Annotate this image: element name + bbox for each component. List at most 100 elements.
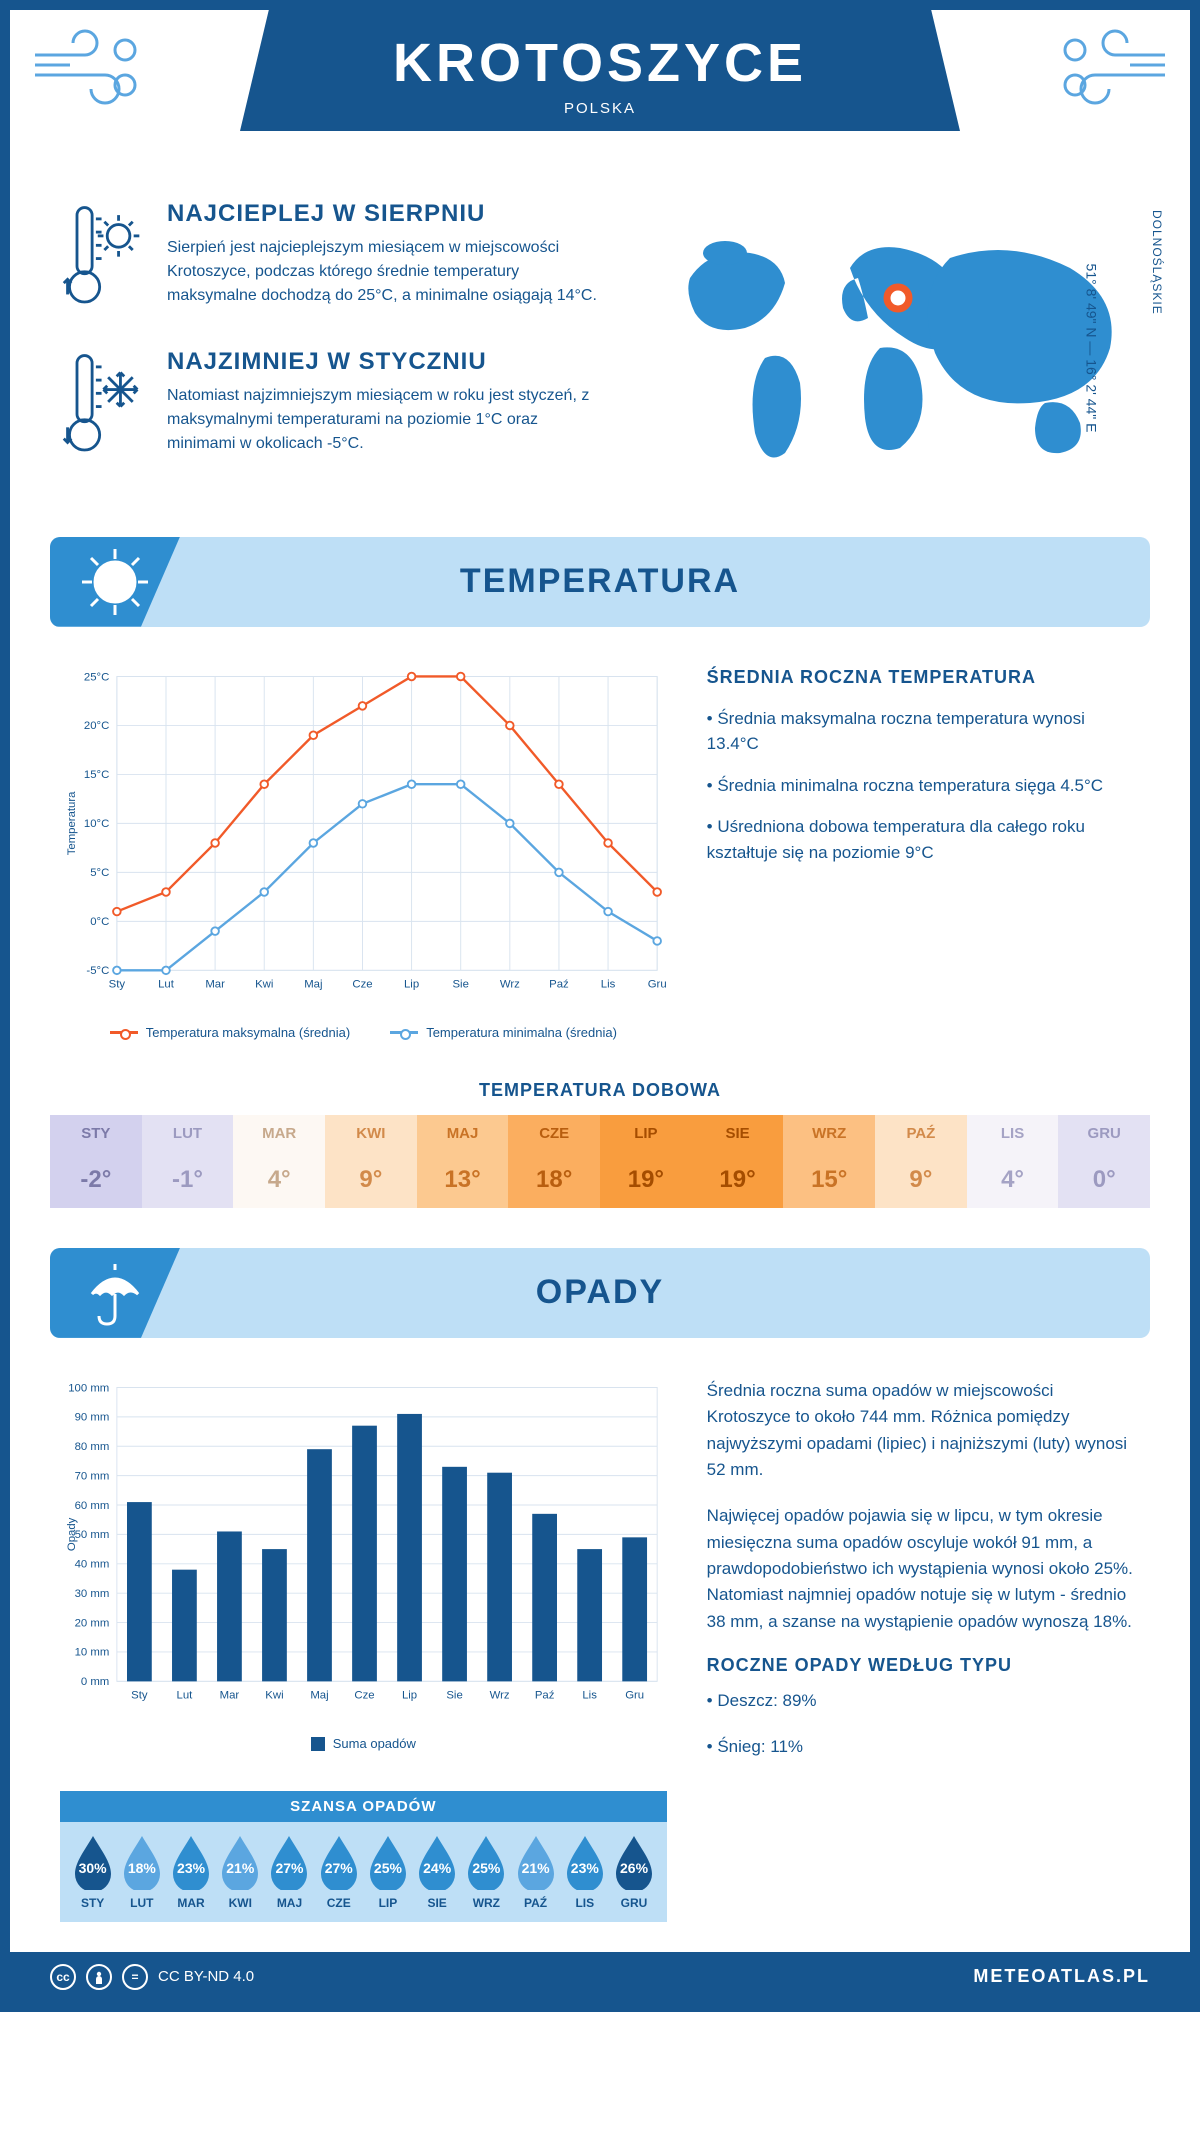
temp-bullet-2: • Uśredniona dobowa temperatura dla całe… xyxy=(707,814,1140,865)
legend-max: Temperatura maksymalna (średnia) xyxy=(110,1025,350,1040)
svg-text:0°C: 0°C xyxy=(90,916,109,928)
svg-text:Wrz: Wrz xyxy=(500,978,520,990)
daily-temp-title: TEMPERATURA DOBOWA xyxy=(10,1080,1190,1101)
legend-precip: Suma opadów xyxy=(311,1736,416,1751)
fact-cold-title: NAJZIMNIEJ W STYCZNIU xyxy=(167,348,610,376)
svg-text:Mar: Mar xyxy=(220,1689,240,1701)
svg-text:Opady: Opady xyxy=(66,1517,78,1551)
svg-text:-5°C: -5°C xyxy=(86,965,109,977)
section-header-precip: OPADY xyxy=(50,1248,1150,1338)
fact-warm-text: Sierpień jest najcieplejszym miesiącem w… xyxy=(167,236,610,308)
daily-cell: MAJ 13° xyxy=(417,1115,509,1208)
svg-text:80 mm: 80 mm xyxy=(75,1441,110,1453)
section-header-temperature: TEMPERATURA xyxy=(50,537,1150,627)
license-text: CC BY-ND 4.0 xyxy=(158,1968,254,1985)
precip-chance-panel: SZANSA OPADÓW 30% STY 18% LUT 23% MAR 21… xyxy=(60,1791,667,1922)
chance-cell: 27% MAJ xyxy=(265,1834,314,1910)
svg-text:Maj: Maj xyxy=(304,978,322,990)
svg-text:Cze: Cze xyxy=(354,1689,374,1701)
svg-text:100 mm: 100 mm xyxy=(68,1382,109,1394)
daily-cell: CZE 18° xyxy=(508,1115,600,1208)
svg-text:Sty: Sty xyxy=(109,978,126,990)
daily-cell: LIP 19° xyxy=(600,1115,692,1208)
legend-min: Temperatura minimalna (średnia) xyxy=(390,1025,617,1040)
svg-text:Lut: Lut xyxy=(158,978,175,990)
daily-cell: SIE 19° xyxy=(692,1115,784,1208)
svg-text:Lut: Lut xyxy=(177,1689,194,1701)
temp-bullet-1: • Średnia minimalna roczna temperatura s… xyxy=(707,773,1140,799)
section-title-temperature: TEMPERATURA xyxy=(460,562,740,601)
svg-text:60 mm: 60 mm xyxy=(75,1500,110,1512)
fact-warmest: NAJCIEPLEJ W SIERPNIU Sierpień jest najc… xyxy=(60,200,610,318)
svg-text:30 mm: 30 mm xyxy=(75,1588,110,1600)
svg-text:Sie: Sie xyxy=(452,978,468,990)
svg-text:Mar: Mar xyxy=(205,978,225,990)
svg-text:10 mm: 10 mm xyxy=(75,1647,110,1659)
region-label: DOLNOŚLĄSKIE xyxy=(1150,210,1164,315)
chance-cell: 23% LIS xyxy=(560,1834,609,1910)
precip-bar-chart: 0 mm10 mm20 mm30 mm40 mm50 mm60 mm70 mm8… xyxy=(60,1378,667,1781)
daily-cell: STY -2° xyxy=(50,1115,142,1208)
nd-icon: = xyxy=(122,1964,148,1990)
svg-text:Paź: Paź xyxy=(535,1689,555,1701)
svg-text:0 mm: 0 mm xyxy=(81,1676,109,1688)
svg-text:5°C: 5°C xyxy=(90,867,109,879)
daily-cell: WRZ 15° xyxy=(783,1115,875,1208)
svg-text:Lip: Lip xyxy=(402,1689,417,1701)
daily-cell: PAŹ 9° xyxy=(875,1115,967,1208)
svg-text:10°C: 10°C xyxy=(84,818,109,830)
fact-warm-title: NAJCIEPLEJ W SIERPNIU xyxy=(167,200,610,228)
precip-type-1: • Śnieg: 11% xyxy=(707,1734,1140,1760)
thermometer-snow-icon xyxy=(60,348,145,466)
svg-text:Lis: Lis xyxy=(601,978,616,990)
precip-type-title: ROCZNE OPADY WEDŁUG TYPU xyxy=(707,1655,1140,1676)
svg-text:Temperatura: Temperatura xyxy=(66,791,78,855)
chance-cell: 23% MAR xyxy=(166,1834,215,1910)
svg-text:90 mm: 90 mm xyxy=(75,1412,110,1424)
section-title-precip: OPADY xyxy=(536,1273,664,1312)
svg-text:50 mm: 50 mm xyxy=(75,1529,110,1541)
svg-text:Cze: Cze xyxy=(352,978,372,990)
thermometer-sun-icon xyxy=(60,200,145,318)
svg-text:Gru: Gru xyxy=(648,978,667,990)
precip-p1: Średnia roczna suma opadów w miejscowośc… xyxy=(707,1378,1140,1483)
chance-cell: 25% LIP xyxy=(363,1834,412,1910)
cc-icon: cc xyxy=(50,1964,76,1990)
svg-text:70 mm: 70 mm xyxy=(75,1470,110,1482)
temperature-info: ŚREDNIA ROCZNA TEMPERATURA • Średnia mak… xyxy=(707,667,1140,1040)
precip-type-0: • Deszcz: 89% xyxy=(707,1688,1140,1714)
svg-text:20°C: 20°C xyxy=(84,720,109,732)
temperature-line-chart: -5°C 0°C 5°C 10°C 15°C 20°C 25°C Sty Lut Mar Kwi Ma… xyxy=(60,667,667,1040)
by-icon xyxy=(86,1964,112,1990)
fact-cold-text: Natomiast najzimniejszym miesiącem w rok… xyxy=(167,384,610,456)
license: cc = CC BY-ND 4.0 xyxy=(50,1964,254,1990)
svg-text:Paź: Paź xyxy=(549,978,569,990)
svg-text:Sty: Sty xyxy=(131,1689,148,1701)
title-banner: KROTOSZYCE POLSKA xyxy=(240,10,960,131)
coordinates: 51° 8' 49" N — 16° 2' 44" E xyxy=(1084,264,1100,433)
chance-cell: 26% GRU xyxy=(609,1834,658,1910)
intro-section: NAJCIEPLEJ W SIERPNIU Sierpień jest najc… xyxy=(10,190,1190,527)
chance-cell: 21% KWI xyxy=(216,1834,265,1910)
chance-cell: 24% SIE xyxy=(413,1834,462,1910)
temp-info-title: ŚREDNIA ROCZNA TEMPERATURA xyxy=(707,667,1140,688)
fact-coldest: NAJZIMNIEJ W STYCZNIU Natomiast najzimni… xyxy=(60,348,610,466)
world-map xyxy=(650,218,1130,478)
chance-cell: 25% WRZ xyxy=(462,1834,511,1910)
svg-text:Gru: Gru xyxy=(625,1689,644,1701)
chance-cell: 21% PAŹ xyxy=(511,1834,560,1910)
precip-p2: Najwięcej opadów pojawia się w lipcu, w … xyxy=(707,1503,1140,1635)
svg-text:Wrz: Wrz xyxy=(490,1689,510,1701)
umbrella-icon xyxy=(50,1248,180,1338)
svg-text:Kwi: Kwi xyxy=(255,978,273,990)
svg-text:15°C: 15°C xyxy=(84,769,109,781)
site-name: METEOATLAS.PL xyxy=(973,1966,1150,1987)
svg-text:Maj: Maj xyxy=(310,1689,328,1701)
daily-temp-table: STY -2° LUT -1° MAR 4° KWI 9° MAJ 13° CZ… xyxy=(50,1115,1150,1208)
daily-cell: LUT -1° xyxy=(142,1115,234,1208)
svg-text:20 mm: 20 mm xyxy=(75,1617,110,1629)
svg-text:25°C: 25°C xyxy=(84,671,109,683)
svg-text:Lip: Lip xyxy=(404,978,419,990)
daily-cell: GRU 0° xyxy=(1058,1115,1150,1208)
svg-text:Sie: Sie xyxy=(446,1689,462,1701)
